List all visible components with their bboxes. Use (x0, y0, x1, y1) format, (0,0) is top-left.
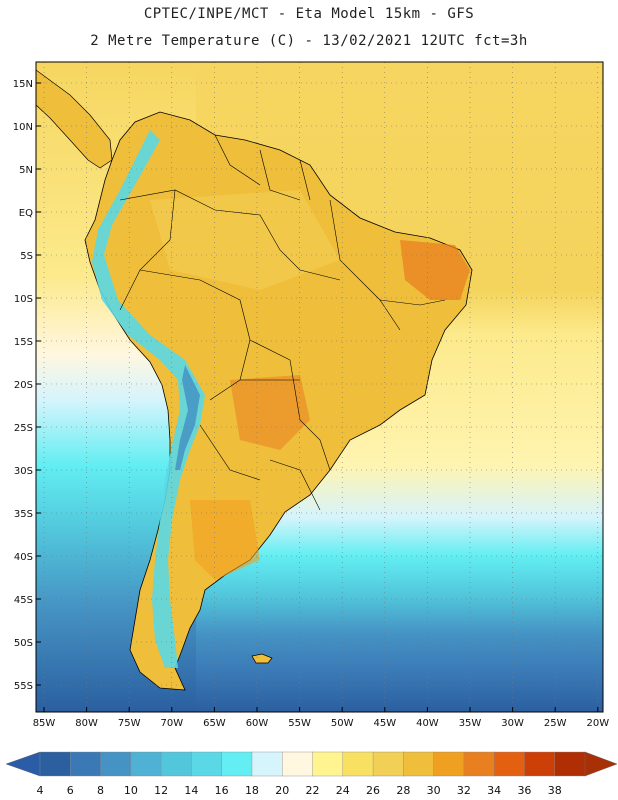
chart-title: CPTEC/INPE/MCT - Eta Model 15km - GFS (143, 6, 475, 22)
country-borders (119, 134, 446, 511)
colorbar-swatch (433, 751, 465, 777)
colorbar-label: 28 (396, 784, 411, 797)
lat-label: 35S (14, 509, 33, 520)
lat-label: 45S (14, 595, 33, 606)
colorbar-label: 36 (517, 784, 532, 797)
colorbar-label: 6 (66, 784, 74, 797)
colorbar-swatch (403, 751, 435, 777)
lat-label: 10N (13, 122, 33, 133)
grid-lines (36, 62, 603, 712)
andes-peak-band (175, 365, 200, 470)
warm-region-amazon (150, 190, 340, 290)
lon-label: 20W (586, 718, 609, 729)
chart-subtitle: 2 Metre Temperature (C) - 13/02/2021 12U… (90, 33, 528, 49)
hot-region-patagonia (190, 500, 260, 580)
colorbar-over-arrow (584, 751, 618, 777)
lon-label: 80W (75, 718, 98, 729)
lat-label: 50S (14, 638, 33, 649)
lat-label: 40S (14, 552, 33, 563)
colorbar-label: 8 (97, 784, 105, 797)
colorbar-label: 20 (275, 784, 290, 797)
colorbar-label: 30 (426, 784, 441, 797)
lat-label: 20S (14, 380, 33, 391)
lon-label: 70W (160, 718, 183, 729)
colorbar-swatch (554, 751, 586, 777)
colorbar-label: 24 (335, 784, 350, 797)
lon-label: 60W (246, 718, 269, 729)
lon-label: 55W (288, 718, 311, 729)
lon-label: 45W (373, 718, 396, 729)
colorbar-label: 22 (305, 784, 320, 797)
colorbar-label: 32 (456, 784, 471, 797)
colorbar-label: 16 (214, 784, 229, 797)
lat-label: 55S (14, 681, 33, 692)
colorbar-swatch (39, 751, 71, 777)
colorbar-swatch (524, 751, 556, 777)
colorbar-swatch (312, 751, 344, 777)
lat-label: 15S (14, 337, 33, 348)
colorbar-label: 18 (244, 784, 259, 797)
colorbar-label: 10 (123, 784, 138, 797)
lat-label: 30S (14, 466, 33, 477)
colorbar-label: 26 (366, 784, 381, 797)
colorbar-under-arrow (5, 751, 41, 777)
lat-label: EQ (19, 208, 33, 219)
lon-label: 85W (33, 718, 56, 729)
lat-label: 5N (19, 165, 33, 176)
lon-label: 25W (544, 718, 567, 729)
colorbar-swatch (100, 751, 132, 777)
andes-cold-band (92, 130, 205, 668)
colorbar-label: 12 (154, 784, 169, 797)
colorbar-label: 34 (487, 784, 502, 797)
latitude-labels: 15N 10N 5N EQ 5S 10S 15S 20S 25S 30S 35S 40S 45S 50S 5… (13, 79, 41, 692)
hot-region-chaco (230, 375, 310, 450)
colorbar-label: 4 (36, 784, 44, 797)
central-america (36, 69, 113, 169)
longitude-labels: 85W 80W 75W 70W 65W 60W 55W 50W 45W 40W 35W 30W 25W 2… (33, 707, 609, 729)
lon-label: 65W (203, 718, 226, 729)
colorbar (5, 751, 618, 777)
lon-label: 35W (459, 718, 482, 729)
hot-region-northeast (400, 240, 470, 300)
colorbar-swatch (251, 751, 283, 777)
colorbar-swatch (282, 751, 314, 777)
lon-label: 75W (118, 718, 141, 729)
lon-label: 40W (416, 718, 439, 729)
colorbar-swatch (493, 751, 526, 777)
lat-label: 15N (13, 79, 33, 90)
lon-label: 50W (331, 718, 354, 729)
colorbar-swatch (191, 751, 223, 777)
lat-label: 25S (14, 423, 33, 434)
lon-label: 30W (501, 718, 524, 729)
colorbar-label: 14 (184, 784, 199, 797)
colorbar-swatch (70, 751, 102, 777)
colorbar-swatch (221, 751, 253, 777)
colorbar-swatch (463, 751, 495, 777)
lat-label: 5S (20, 251, 33, 262)
lat-label: 10S (14, 294, 33, 305)
map-frame (35, 61, 604, 713)
colorbar-swatch (342, 751, 374, 777)
colorbar-label: 38 (547, 784, 562, 797)
colorbar-swatch (160, 751, 193, 777)
colorbar-swatch (372, 751, 405, 777)
colorbar-swatch (130, 751, 162, 777)
falkland-islands (251, 653, 273, 664)
